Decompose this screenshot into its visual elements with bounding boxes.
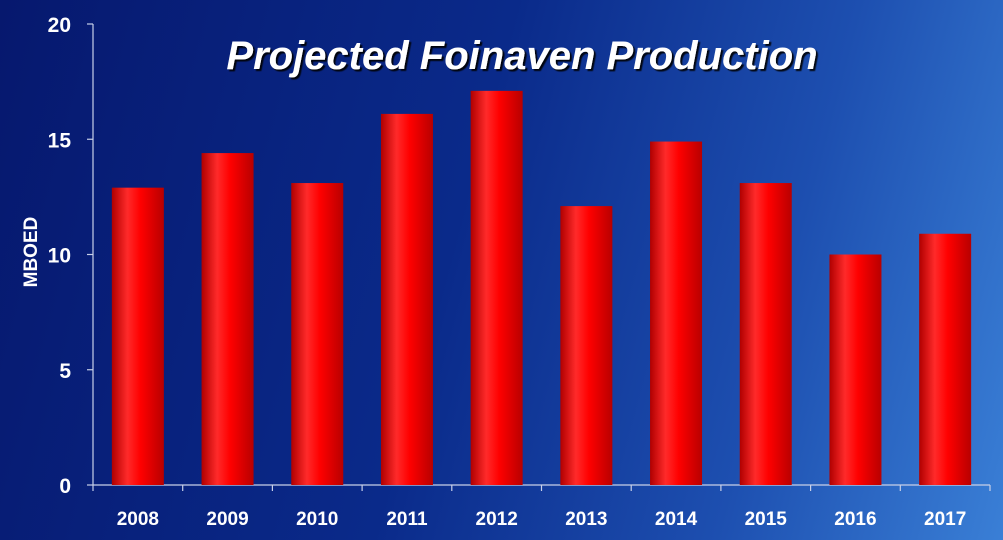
bar [380,113,433,486]
x-tick-label: 2014 [655,509,698,530]
bar [560,206,613,485]
bar [919,233,972,485]
x-tick-label: 2011 [386,509,428,530]
y-tick-label: 20 [48,14,71,37]
x-tick-label: 2017 [924,509,966,530]
x-tick-label: 2016 [834,509,876,530]
bar [201,153,254,485]
bar [829,254,882,485]
x-tick-label: 2013 [565,509,607,530]
y-axis-title: MBOED [21,217,42,288]
x-tick-label: 2010 [296,509,338,530]
bar [470,90,523,485]
bars [111,90,972,486]
y-tick-label: 10 [48,245,71,268]
x-tick-label: 2015 [745,509,788,530]
bar [111,187,164,485]
bar [739,183,792,486]
y-tick-label: 15 [48,129,72,152]
chart-title: Projected Foinaven Production [226,34,817,78]
x-tick-label: 2008 [117,509,159,530]
tick-labels: 0 5 10 15 20 2008 2009 2010 2011 2012 2013 2014 2015… [48,14,967,530]
bar [291,183,344,486]
y-tick-label: 0 [59,475,71,498]
x-tick-label: 2012 [476,509,518,530]
x-tick-label: 2009 [206,509,248,530]
y-tick-label: 5 [59,360,71,383]
bar [650,141,703,485]
